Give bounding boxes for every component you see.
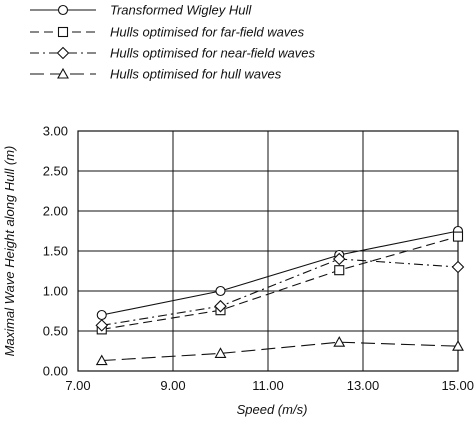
y-tick-label: 0.00 bbox=[43, 364, 68, 379]
data-point bbox=[95, 354, 108, 366]
series-4 bbox=[95, 336, 464, 366]
legend-item: Hulls optimised for far-field waves bbox=[30, 25, 305, 40]
series-line bbox=[101, 236, 459, 330]
data-point bbox=[215, 285, 226, 297]
data-point bbox=[451, 260, 465, 274]
legend-marker bbox=[57, 26, 69, 38]
data-point bbox=[334, 265, 345, 276]
x-tick-label: 7.00 bbox=[65, 378, 90, 393]
x-tick-label: 11.00 bbox=[252, 378, 284, 393]
series-lines bbox=[95, 225, 465, 366]
tick-labels: 0.00 0.50 1.00 1.50 2.00 2.50 3.00 7.00 9.00 11.0… bbox=[43, 124, 474, 394]
data-point bbox=[452, 340, 464, 351]
data-point bbox=[214, 347, 227, 358]
legend: Transformed Wigley Hull Hulls optimised f… bbox=[30, 3, 315, 82]
data-point bbox=[452, 231, 464, 242]
y-axis-title: Maximal Wave Height along Hull (m) bbox=[2, 146, 17, 357]
y-tick-label: 3.00 bbox=[43, 124, 68, 139]
legend-label: Hulls optimised for hull waves bbox=[110, 67, 282, 82]
legend-marker bbox=[56, 46, 70, 60]
legend-label: Hulls optimised for far-field waves bbox=[110, 25, 305, 40]
data-point bbox=[95, 319, 109, 332]
series-line bbox=[101, 341, 459, 362]
y-tick-label: 1.50 bbox=[43, 244, 68, 259]
x-axis-title: Speed (m/s) bbox=[237, 402, 308, 417]
legend-item: Hulls optimised for near-field waves bbox=[30, 46, 315, 61]
data-point bbox=[96, 309, 107, 321]
legend-label: Hulls optimised for near-field waves bbox=[110, 46, 315, 61]
series-1 bbox=[96, 225, 464, 321]
y-tick-label: 2.50 bbox=[43, 164, 68, 179]
legend-label: Transformed Wigley Hull bbox=[110, 3, 252, 18]
x-tick-label: 9.00 bbox=[160, 378, 185, 393]
series-3 bbox=[95, 252, 465, 332]
y-tick-label: 0.50 bbox=[43, 324, 68, 339]
data-point bbox=[214, 299, 227, 313]
y-tick-label: 1.00 bbox=[43, 284, 68, 299]
legend-marker bbox=[57, 4, 69, 16]
x-tick-label: 13.00 bbox=[347, 378, 380, 393]
legend-item: Hulls optimised for hull waves bbox=[30, 67, 282, 82]
plot-grid bbox=[77, 130, 459, 372]
legend-item: Transformed Wigley Hull bbox=[30, 3, 252, 18]
data-point bbox=[332, 252, 346, 266]
x-tick-label: 15.00 bbox=[441, 378, 474, 393]
legend-marker bbox=[57, 67, 69, 79]
data-point bbox=[333, 336, 346, 347]
series-line bbox=[101, 230, 459, 316]
y-tick-label: 2.00 bbox=[43, 204, 68, 219]
series-line bbox=[101, 258, 459, 326]
